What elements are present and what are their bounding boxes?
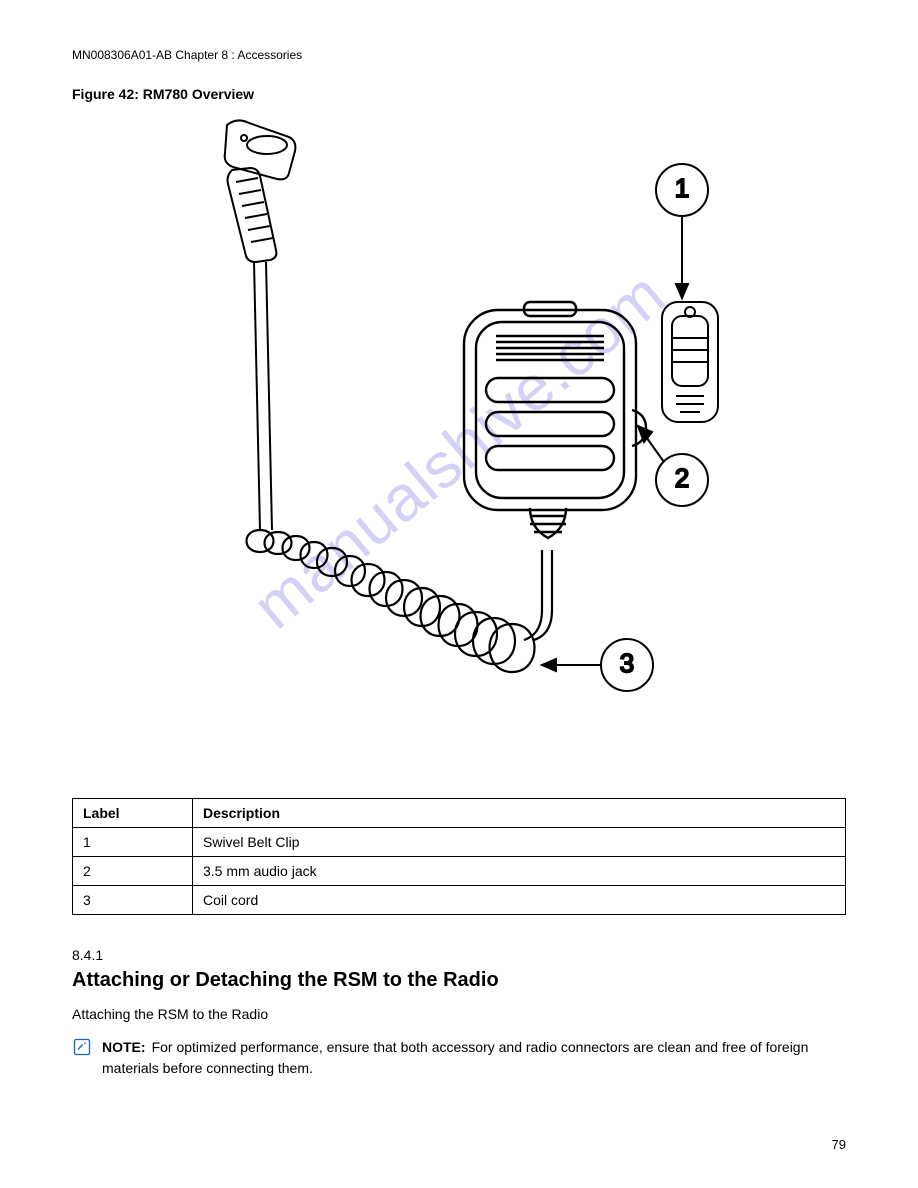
callout-3: 3 [542,639,653,691]
note-block: NOTE:For optimized performance, ensure t… [72,1037,846,1079]
callout-2-num: 2 [675,463,689,493]
note-icon [72,1037,92,1057]
page-number: 79 [832,1137,846,1152]
parts-table: Label Description 1 Swivel Belt Clip 2 3… [72,798,846,915]
figure-area: manualshive.com [72,110,846,790]
cell-label: 3 [73,886,193,915]
callout-2: 2 [638,426,708,506]
section-intro: Attaching the RSM to the Radio [72,1004,846,1025]
page-header: MN008306A01-AB Chapter 8 : Accessories [72,48,846,62]
callout-3-num: 3 [620,648,634,678]
note-text-wrap: NOTE:For optimized performance, ensure t… [102,1037,846,1079]
section-title: Attaching or Detaching the RSM to the Ra… [72,969,846,992]
cell-desc: Swivel Belt Clip [193,828,846,857]
table-row: 1 Swivel Belt Clip [73,828,846,857]
table-header-desc: Description [193,799,846,828]
cell-label: 1 [73,828,193,857]
note-label: NOTE: [102,1039,146,1055]
cell-desc: 3.5 mm audio jack [193,857,846,886]
table-row: 3 Coil cord [73,886,846,915]
callout-1: 1 [656,164,708,298]
cell-label: 2 [73,857,193,886]
section-number: 8.4.1 [72,947,846,963]
table-row: 2 3.5 mm audio jack [73,857,846,886]
figure-caption: Figure 42: RM780 Overview [72,86,846,102]
overview-diagram: 1 2 3 [72,110,852,790]
note-text: For optimized performance, ensure that b… [102,1039,808,1076]
table-header-row: Label Description [73,799,846,828]
callout-1-num: 1 [675,173,689,203]
table-header-label: Label [73,799,193,828]
cell-desc: Coil cord [193,886,846,915]
